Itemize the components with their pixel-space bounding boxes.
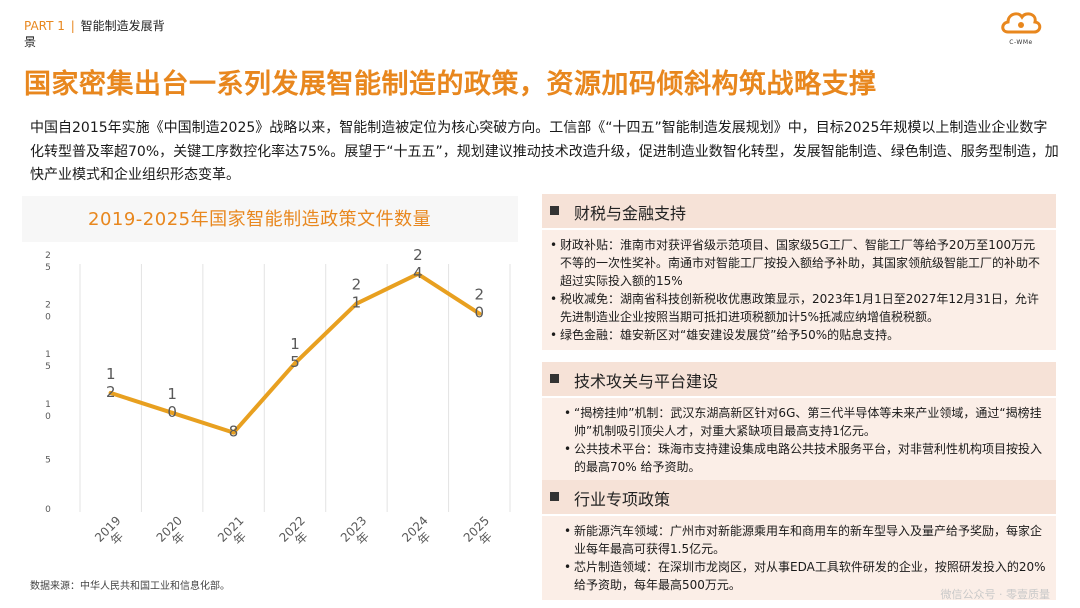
watermark: 微信公众号 · 零壹质量 [940,588,1051,601]
part-title: 智能制造发展背景 [24,19,165,49]
item-text: 新能源汽车领域：广州市对新能源乘用车和商用车的新车型导入及量产给予奖励，每家企业… [574,524,1043,556]
panel-header: 行业专项政策 [542,480,1056,514]
list-item: • 财政补贴：淮南市对获评省级示范项目、国家级5G工厂、智能工厂等给予20万至10… [550,236,1046,290]
item-text: 绿色金融：雄安新区对“雄安建设发展贷”给予50%的贴息支持。 [560,328,900,342]
logo-text: C-WMe [1009,39,1033,46]
panel-body: • 新能源汽车领域：广州市对新能源乘用车和商用车的新车型导入及量产给予奖励，每家企… [542,516,1056,600]
x-tick-label: 2023年 [338,513,379,554]
x-tick-label: 2022年 [276,513,317,554]
y-tick-label: 0 [45,505,51,515]
x-tick-label: 2021年 [215,513,256,554]
item-text: 税收减免：湖南省科技创新税收优惠政策显示，2023年1月1日至2027年12月3… [560,292,1039,324]
panel-body: • “揭榜挂帅”机制：武汉东湖高新区针对6G、第三代半导体等未来产业领域，通过“揭… [542,398,1056,482]
data-point [415,271,420,276]
list-item: • 新能源汽车领域：广州市对新能源乘用车和商用车的新车型导入及量产给予奖励，每家企… [564,522,1046,558]
policy-count-chart: 2019-2025年国家智能制造政策文件数量 0 5 1 0 1 5 2 0 2 5 2019年 20… [22,196,518,574]
part-number: PART 1 [24,19,65,33]
panel-industry-policy: 行业专项政策 • 新能源汽车领域：广州市对新能源乘用车和商用车的新车型导入及量产给… [542,480,1056,600]
panel-fiscal-finance: 财税与金融支持 • 财政补贴：淮南市对获评省级示范项目、国家级5G工厂、智能工厂等… [542,194,1056,350]
list-item: • 芯片制造领域：在深圳市龙岗区，对从事EDA工具软件研发的企业，按照研发投入的2… [564,560,1046,592]
x-tick-label: 2025年 [461,513,502,554]
page-title: 国家密集出台一系列发展智能制造的政策，资源加码倾斜构筑战略支撑 [24,69,877,100]
part-label: PART 1 | 智能制造发展背景 [24,18,174,50]
chart-title: 2019-2025年国家智能制造政策文件数量 [88,209,432,230]
square-bullet-icon [550,492,559,501]
panel-title: 财税与金融支持 [574,204,687,223]
chart-title-band [22,196,518,242]
item-text: “揭榜挂帅”机制：武汉东湖高新区针对6G、第三代半导体等未来产业领域，通过“揭榜… [574,406,1042,438]
data-source-note: 数据来源：中华人民共和国工业和信息化部。 [30,581,230,592]
item-text: 芯片制造领域：在深圳市龙岗区，对从事EDA工具软件研发的企业，按照研发投入的20… [574,560,1046,592]
x-tick-label: 2020年 [154,513,195,554]
line-chart-svg: 0 5 1 0 1 5 2 0 2 5 2019年 2020年 2021年 2022年 2023年 2024年… [45,246,511,554]
list-item: • 公共技术平台：珠海市支持建设集成电路公共技术服务平台，对非营利性机构项目按投入… [564,440,1046,476]
cloud-logo-icon [1001,12,1042,34]
x-tick-label: 2019年 [92,513,133,554]
data-point [231,430,236,435]
x-tick-label: 2024年 [399,513,440,554]
part-separator: | [70,19,75,33]
data-point [108,390,113,395]
item-text: 财政补贴：淮南市对获评省级示范项目、国家级5G工厂、智能工厂等给予20万至100… [560,238,1041,288]
panel-title: 行业专项政策 [574,490,671,509]
data-point [354,301,359,306]
data-point [477,311,482,316]
intro-paragraph: 中国自2015年实施《中国制造2025》战略以来，智能制造被定位为核心突破方向。… [30,120,1059,183]
brand-logo: C-WMe [998,6,1044,46]
square-bullet-icon [550,374,559,383]
panel-tech-platform: 技术攻关与平台建设 • “揭榜挂帅”机制：武汉东湖高新区针对6G、第三代半导体等未… [542,362,1056,482]
panel-body: • 财政补贴：淮南市对获评省级示范项目、国家级5G工厂、智能工厂等给予20万至10… [542,230,1056,350]
data-point [293,361,297,366]
panel-title: 技术攻关与平台建设 [574,372,719,391]
list-item: • 绿色金融：雄安新区对“雄安建设发展贷”给予50%的贴息支持。 [550,328,900,342]
data-label: 8 [229,423,239,441]
item-text: 公共技术平台：珠海市支持建设集成电路公共技术服务平台，对非营利性机构项目按投入的… [574,442,1043,474]
list-item: • “揭榜挂帅”机制：武汉东湖高新区针对6G、第三代半导体等未来产业领域，通过“揭… [564,404,1046,440]
list-item: • 税收减免：湖南省科技创新税收优惠政策显示，2023年1月1日至2027年12月… [550,290,1046,326]
y-tick-label: 5 [45,455,51,465]
square-bullet-icon [550,206,559,215]
data-point [170,410,175,415]
panel-header: 财税与金融支持 [542,194,1056,228]
panel-header: 技术攻关与平台建设 [542,362,1056,396]
